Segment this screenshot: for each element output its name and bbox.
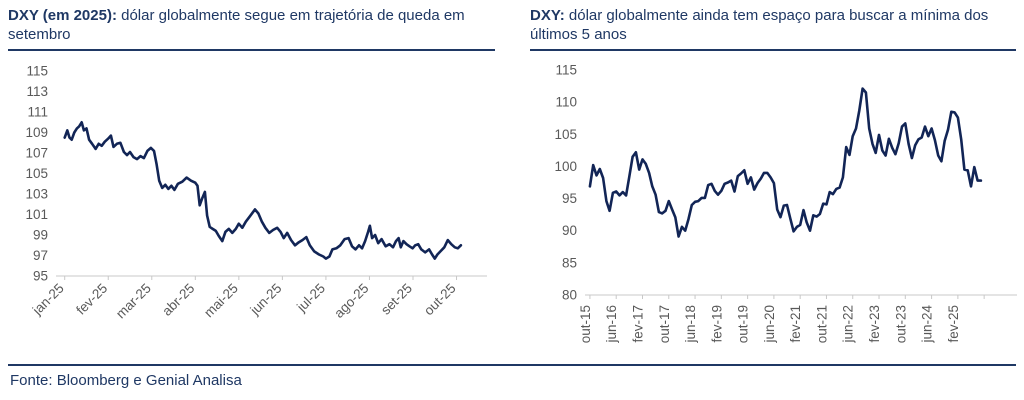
y-axis-label: 113 bbox=[26, 84, 48, 99]
y-axis-label: 101 bbox=[25, 207, 48, 222]
left-chart-title-text: dólar globalmente segue em trajetória de… bbox=[8, 7, 465, 43]
left-chart-title: DXY (em 2025): dólar globalmente segue e… bbox=[8, 6, 495, 51]
x-axis-label: ago-25 bbox=[331, 281, 371, 321]
x-axis-label: set-25 bbox=[378, 281, 415, 318]
x-axis-label: jun-24 bbox=[920, 305, 935, 344]
y-axis-label: 109 bbox=[25, 125, 48, 140]
x-axis-label: mar-25 bbox=[113, 281, 154, 322]
x-axis-label: out-15 bbox=[578, 305, 593, 343]
y-axis-label: 99 bbox=[33, 228, 48, 243]
right-chart-title: DXY: dólar globalmente ainda tem espaço … bbox=[530, 6, 1016, 51]
x-axis-label: fev-17 bbox=[630, 305, 645, 343]
right-chart-dxy-10y: out-15 jun-16 fev-17 out-17 jun-18 fev-19 out-… bbox=[554, 63, 1017, 344]
x-axis-label: out-17 bbox=[657, 305, 672, 343]
x-axis-label: jun-18 bbox=[683, 305, 698, 344]
x-axis-label: fev-25 bbox=[73, 281, 110, 318]
x-axis-label: jun-22 bbox=[841, 305, 856, 344]
y-axis-label: 105 bbox=[554, 127, 577, 142]
x-axis-label: fev-21 bbox=[788, 305, 803, 343]
dxy-line-series bbox=[63, 121, 463, 260]
x-axis-label: jun-16 bbox=[604, 305, 619, 344]
x-axis-label: jun-25 bbox=[247, 281, 285, 319]
y-axis-label: 115 bbox=[555, 63, 577, 78]
x-axis-label: fev-25 bbox=[946, 305, 961, 343]
y-axis-label: 105 bbox=[25, 166, 48, 181]
x-axis-label: out-23 bbox=[893, 305, 908, 343]
x-axis-label: abr-25 bbox=[159, 281, 197, 319]
x-axis-label: fev-23 bbox=[867, 305, 882, 343]
y-axis-label: 100 bbox=[554, 159, 577, 174]
y-axis-label: 103 bbox=[25, 187, 48, 202]
x-axis-label: jun-20 bbox=[762, 305, 777, 344]
right-chart-title-text: dólar globalmente ainda tem espaço para … bbox=[530, 7, 989, 43]
left-chart-dxy-2025: jan-25 fev-25 mar-25 abr-25 mai-25 jun-25 jul-… bbox=[25, 64, 487, 322]
x-axis-label: out-19 bbox=[736, 305, 751, 343]
y-axis-label: 90 bbox=[562, 223, 577, 238]
y-axis-label: 115 bbox=[26, 64, 48, 79]
y-axis-label: 110 bbox=[555, 95, 577, 110]
y-axis-label: 95 bbox=[562, 191, 577, 206]
y-axis-label: 107 bbox=[25, 146, 48, 161]
x-axis-label: out-21 bbox=[814, 305, 829, 343]
x-axis-label: jul-25 bbox=[293, 281, 328, 316]
footer-rule bbox=[8, 364, 1016, 366]
y-axis-label: 95 bbox=[33, 269, 48, 284]
x-axis-label: out-25 bbox=[421, 281, 459, 319]
left-chart-title-bold: DXY (em 2025): bbox=[8, 7, 117, 24]
x-axis-label: mai-25 bbox=[201, 281, 241, 321]
y-axis-label: 111 bbox=[27, 105, 48, 120]
source-note: Fonte: Bloomberg e Genial Analisa bbox=[10, 372, 242, 389]
dxy-line-series bbox=[588, 87, 983, 238]
y-axis-label: 85 bbox=[562, 255, 577, 270]
y-axis-label: 80 bbox=[562, 288, 577, 303]
x-axis-label: jan-25 bbox=[29, 281, 67, 319]
right-chart-title-bold: DXY: bbox=[530, 7, 565, 24]
y-axis-label: 97 bbox=[33, 248, 48, 263]
x-axis-label: fev-19 bbox=[709, 305, 724, 343]
